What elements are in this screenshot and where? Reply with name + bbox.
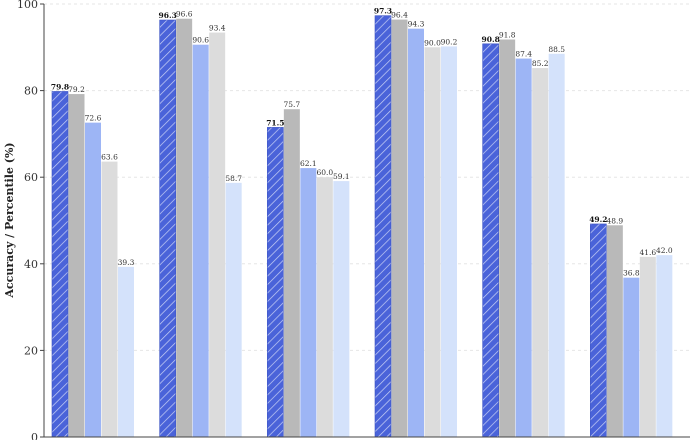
data-label-group4-series3: 94.3 (408, 20, 425, 29)
y-tick-label-80: 80 (24, 85, 38, 98)
data-label-group6-series1: 49.2 (589, 215, 607, 224)
bar-group1-series1 (51, 91, 69, 438)
data-label-group3-series2: 75.7 (283, 100, 300, 109)
bar-group6-series3 (623, 277, 640, 437)
bar-group3-series5 (333, 181, 350, 437)
bar-group6-series4 (639, 256, 656, 437)
bar-group6-series1 (590, 223, 607, 438)
bar-group6-series2 (606, 225, 623, 437)
data-label-group6-series5: 42.0 (656, 246, 673, 255)
data-label-group6-series3: 36.8 (623, 269, 640, 278)
data-label-group4-series4: 90.0 (424, 38, 441, 47)
axes (43, 4, 690, 438)
data-label-group5-series3: 87.4 (515, 50, 532, 59)
data-label-group1-series1: 79.8 (51, 82, 69, 91)
data-label-group6-series4: 41.6 (639, 248, 656, 257)
data-label-group1-series2: 79.2 (68, 85, 85, 94)
y-tick-label-40: 40 (24, 258, 38, 271)
data-label-group4-series1: 97.3 (374, 7, 392, 16)
bar-group3-series2 (283, 109, 300, 438)
bar-group1-series5 (118, 266, 134, 437)
bar-group5-series3 (515, 58, 532, 438)
data-label-group3-series5: 59.1 (333, 172, 350, 181)
bar-group5-series2 (499, 39, 516, 437)
data-label-group3-series1: 71.5 (266, 118, 284, 127)
bar-group4-series3 (408, 28, 424, 437)
bar-group2-series5 (225, 182, 242, 437)
bar-group2-series3 (192, 44, 209, 438)
data-label-group3-series3: 62.1 (300, 159, 317, 168)
bar-group5-series4 (532, 68, 549, 438)
data-label-group2-series4: 93.4 (209, 24, 226, 33)
bar-group4-series5 (441, 46, 457, 438)
data-label-group5-series2: 91.8 (499, 31, 516, 40)
data-label-group1-series4: 63.6 (101, 153, 118, 162)
y-tick-label-20: 20 (24, 344, 38, 357)
bar-group4-series2 (391, 19, 408, 437)
y-ticks: 0 20 40 60 80 100 (17, 0, 44, 440)
bar-group1-series4 (101, 161, 118, 437)
bars (51, 15, 673, 438)
bar-group2-series1 (159, 19, 176, 438)
y-tick-label-0: 0 (31, 431, 38, 440)
bar-group1-series2 (68, 94, 85, 438)
bar-group1-series3 (85, 122, 101, 437)
bar-group4-series1 (374, 15, 392, 438)
y-tick-label-60: 60 (24, 171, 38, 184)
bar-group6-series5 (656, 255, 673, 437)
data-label-group5-series4: 85.2 (532, 59, 549, 68)
data-labels: 79.8 79.2 72.6 63.6 39.3 96.3 96.6 90.693.4 58.7… (51, 7, 673, 278)
data-label-group1-series3: 72.6 (85, 114, 102, 123)
data-label-group4-series2: 96.4 (391, 11, 408, 20)
data-label-group4-series5: 90.2 (441, 37, 458, 46)
data-label-group2-series5: 58.7 (225, 174, 242, 183)
bar-group3-series4 (316, 177, 333, 437)
bar-group3-series1 (267, 127, 284, 438)
bar-group2-series2 (176, 18, 193, 438)
bar-group4-series4 (424, 47, 441, 438)
data-label-group5-series5: 88.5 (548, 45, 565, 54)
data-label-group2-series2: 96.6 (176, 10, 193, 19)
data-label-group3-series4: 60.0 (316, 168, 333, 177)
bar-group5-series5 (548, 53, 565, 438)
data-label-group2-series1: 96.3 (159, 11, 177, 20)
data-label-group6-series2: 48.9 (606, 216, 623, 225)
bar-group2-series4 (209, 32, 226, 437)
bar-group5-series1 (482, 43, 499, 438)
y-tick-label-100: 100 (17, 0, 38, 11)
data-label-group2-series3: 90.6 (192, 36, 209, 45)
bar-group3-series3 (300, 168, 317, 437)
data-label-group5-series1: 90.8 (482, 35, 500, 44)
y-axis-label: Accuracy / Percentile (%) (3, 142, 16, 298)
data-label-group1-series5: 39.3 (118, 258, 135, 267)
